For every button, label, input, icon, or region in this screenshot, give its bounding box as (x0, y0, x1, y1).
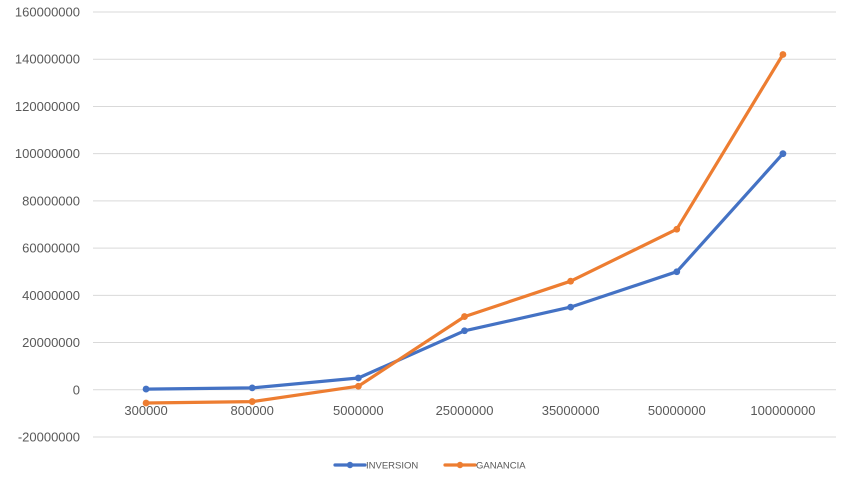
y-tick-label: 140000000 (15, 52, 80, 67)
series-line (144, 152, 785, 391)
data-point (248, 398, 256, 405)
data-point (142, 399, 150, 407)
x-tick-label: 100000000 (750, 403, 815, 418)
y-tick-label: 100000000 (15, 146, 80, 161)
x-tick-label: 25000000 (436, 403, 494, 418)
x-tick-label: 800000 (231, 403, 274, 418)
data-point (354, 382, 362, 390)
legend-entry: GANANCIA (443, 461, 526, 472)
y-tick-label: 0 (73, 382, 80, 397)
legend-label: GANANCIA (476, 461, 526, 472)
legend-marker (456, 461, 464, 469)
x-tick-label: 35000000 (542, 403, 600, 418)
data-point (779, 150, 787, 158)
data-point (673, 225, 681, 233)
data-point (779, 51, 787, 58)
data-point (567, 277, 575, 285)
y-tick-label: 160000000 (15, 5, 80, 20)
legend-marker (346, 461, 354, 469)
gridlines (93, 11, 836, 438)
y-tick-label: 80000000 (22, 193, 80, 208)
x-tick-label: 5000000 (333, 403, 384, 418)
y-tick-label: 120000000 (15, 99, 80, 114)
legend: INVERSION GANANCIA (333, 461, 526, 472)
x-axis-tick-labels: 300000 800000 5000000 25000000 35000000 50000… (124, 403, 815, 418)
data-point (567, 303, 575, 311)
x-tick-label: 50000000 (648, 403, 706, 418)
legend-label: INVERSION (366, 461, 418, 472)
y-tick-label: 20000000 (22, 335, 80, 350)
data-point (461, 327, 468, 335)
y-tick-label: 40000000 (22, 288, 80, 303)
y-tick-label: -20000000 (18, 430, 80, 445)
series-lines (142, 51, 787, 407)
data-point (248, 384, 256, 392)
legend-entry: INVERSION (333, 461, 418, 472)
data-point (673, 268, 681, 276)
data-point (354, 374, 362, 382)
data-point (461, 313, 468, 320)
y-tick-label: 60000000 (22, 241, 80, 256)
x-tick-label: 300000 (124, 403, 167, 418)
data-point (142, 385, 150, 393)
y-axis-tick-labels: -20000000 0 20000000 40000000 60000000 800000… (15, 5, 80, 445)
